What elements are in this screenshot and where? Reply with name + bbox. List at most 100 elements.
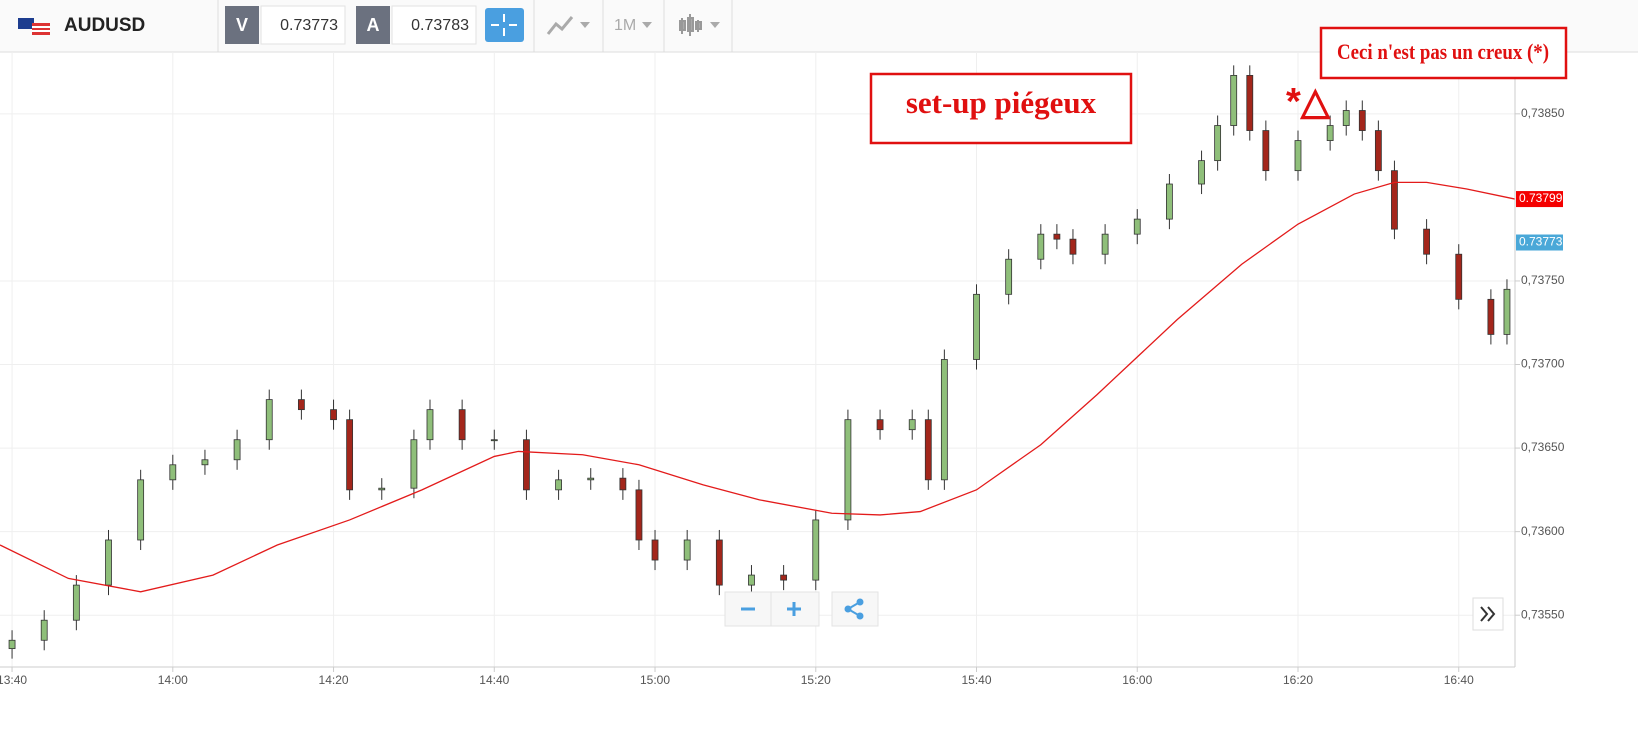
dropdown [580, 22, 590, 28]
candle-body [1487, 298, 1495, 335]
flag [18, 18, 50, 35]
buy-label: A [367, 15, 380, 35]
candle-body [426, 409, 434, 441]
candle-body [1503, 288, 1511, 335]
buy-button[interactable] [356, 6, 390, 44]
price-tag [1516, 234, 1563, 251]
plot: 0,73550 0,73600 0,73650 0,73700 0,73750 0,738… [0, 52, 1565, 687]
candle-body [1101, 233, 1109, 255]
candle-body [8, 639, 16, 650]
candle-body [587, 477, 595, 481]
chart-type-button[interactable] [546, 16, 574, 35]
moving-average-line [0, 181, 1516, 593]
candle-body [748, 574, 755, 586]
candle-body [973, 293, 980, 360]
indicators-button[interactable] [679, 14, 702, 36]
x-tick-label: 16:20 [1283, 673, 1313, 687]
candle-body [1391, 170, 1398, 230]
candle-body [1358, 110, 1366, 131]
y-tick-label: 0,73600 [1521, 524, 1565, 538]
candle-body [346, 419, 354, 491]
x-tick-label: 16:40 [1444, 673, 1474, 687]
candle-body [908, 419, 916, 431]
annotation: Ceci n'est pas un creux (*) [1337, 39, 1549, 64]
candle-body [1246, 74, 1254, 131]
candle-body [410, 439, 418, 489]
candle-body [940, 359, 948, 481]
sell-label: V [236, 15, 248, 35]
candle-body [458, 409, 466, 441]
candle-body [1133, 218, 1141, 235]
candle-body [105, 539, 112, 586]
candle-body [1342, 110, 1350, 126]
candle-body [490, 439, 498, 442]
x-tick-label: 15:40 [961, 673, 991, 687]
candle-body [1455, 253, 1463, 300]
symbol: AUDUSD [64, 15, 145, 36]
candle-body [1037, 233, 1045, 260]
timeframe[interactable]: 1M [614, 17, 636, 34]
candle-body [1214, 125, 1222, 162]
price-tag [1516, 191, 1563, 208]
zoom-controls [724, 591, 1504, 631]
candle-body [1262, 130, 1270, 172]
x-tick-label: 14:00 [158, 673, 188, 687]
candle-body [1166, 183, 1173, 220]
sell-price: 0.73773 [280, 17, 338, 34]
crosshair-icon [491, 14, 517, 36]
candle-body [1230, 74, 1238, 126]
candle-body [297, 399, 305, 411]
y-tick-label: 0,73650 [1521, 440, 1565, 454]
candle-body [1053, 233, 1061, 240]
candle-body [812, 519, 820, 581]
x-tick-label: 13:40 [0, 673, 27, 687]
candle-body [72, 584, 80, 621]
candle-body [619, 477, 627, 491]
y-tick-label: 0,73750 [1521, 273, 1565, 287]
y-tick-label: 0,73850 [1521, 106, 1565, 120]
y-tick-label: 0,73550 [1521, 607, 1565, 621]
x-tick-label: 15:20 [801, 673, 831, 687]
x-tick-label: 15:00 [640, 673, 670, 687]
candle-body [378, 487, 386, 491]
candle-body [233, 439, 241, 461]
candle-body [40, 619, 48, 641]
price-tag-label: 0.73773 [1519, 235, 1563, 249]
y-tick-label: 0,73700 [1521, 357, 1565, 371]
candle-body [201, 459, 209, 466]
candle-body [1374, 130, 1382, 172]
candle-body [1069, 238, 1077, 255]
candle-body [523, 439, 530, 491]
candle-body [330, 409, 337, 421]
zoom-icons [741, 602, 801, 616]
x-tick-label: 16:00 [1122, 673, 1152, 687]
dropdown [642, 22, 652, 28]
annotation: *△ [1286, 81, 1332, 123]
candle-body [1423, 228, 1430, 255]
candle-body [137, 479, 145, 541]
candle-body [169, 464, 177, 481]
annotation: set-up piégeux [906, 85, 1097, 120]
candle-body [924, 419, 932, 481]
dropdown [710, 22, 720, 28]
candle-body [1326, 125, 1334, 141]
candle-body [1005, 258, 1013, 295]
candle-body [715, 539, 723, 586]
candle-body [555, 479, 562, 491]
sell-button[interactable] [225, 6, 259, 44]
x-tick-label: 14:40 [479, 673, 509, 687]
candle-body [876, 419, 884, 431]
share-button[interactable] [831, 591, 879, 627]
price-tag-label: 0.73799 [1519, 191, 1563, 205]
crosshair-button[interactable] [485, 8, 524, 42]
candle-body [635, 489, 643, 541]
candle-body [780, 574, 788, 581]
share-icon [844, 598, 864, 620]
buy-price: 0.73783 [411, 17, 469, 34]
buy-box [391, 5, 477, 45]
candle-body [265, 399, 273, 441]
scroll-icon [1480, 606, 1496, 622]
x-tick-label: 14:20 [319, 673, 349, 687]
candle-body [683, 539, 691, 561]
